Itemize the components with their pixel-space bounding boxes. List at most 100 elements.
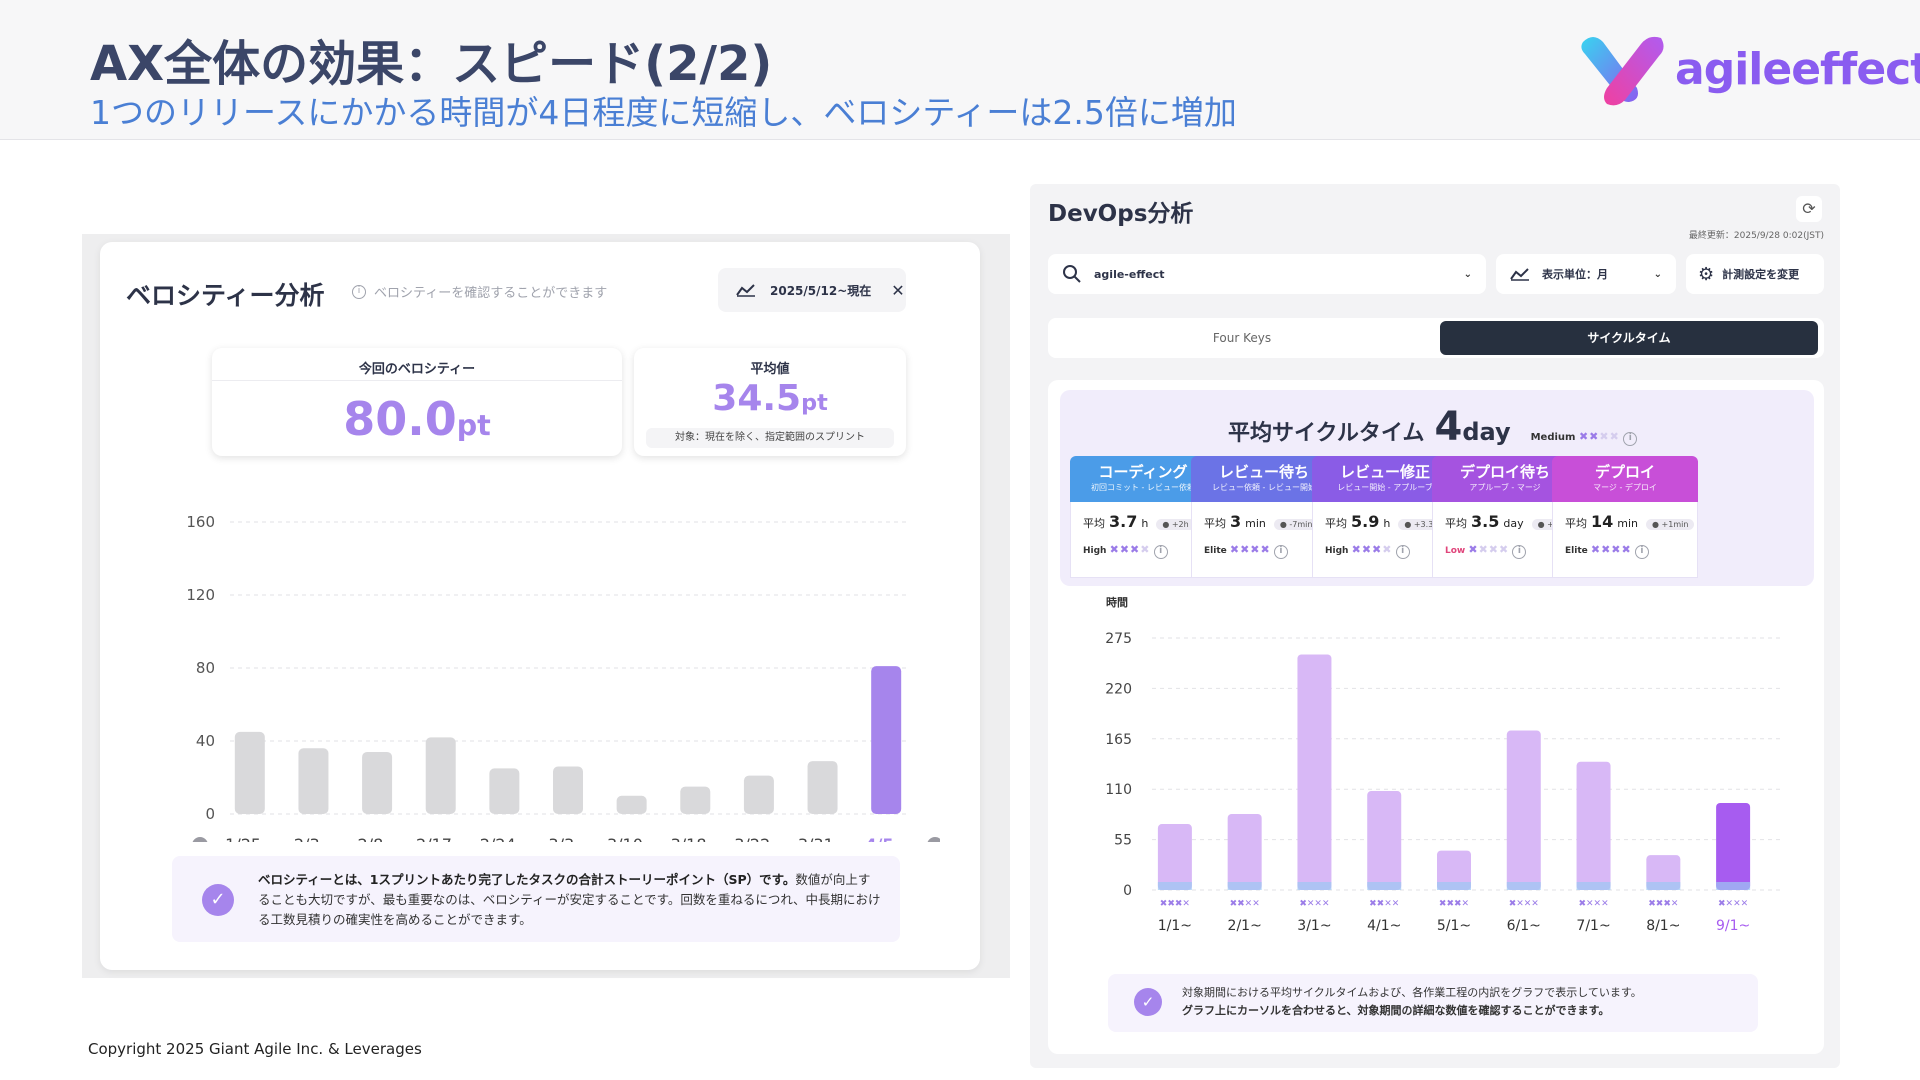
bar[interactable] bbox=[1716, 802, 1751, 890]
bar[interactable] bbox=[1367, 791, 1402, 890]
rating-stars: ✖✖✖✖ bbox=[1578, 430, 1620, 443]
display-unit-select[interactable]: 表示単位：月 ⌄ bbox=[1496, 254, 1676, 294]
bar[interactable] bbox=[1506, 730, 1541, 890]
x-tick-label: 2/8~ bbox=[358, 835, 397, 842]
y-tick-label: 40 bbox=[196, 732, 215, 750]
info-icon[interactable]: i bbox=[1512, 545, 1527, 559]
y-tick-label: 110 bbox=[1105, 782, 1132, 798]
slide-header: AX全体の効果：スピード(2/2) 1つのリリースにかかる時間が4日程度に短縮し… bbox=[0, 0, 1920, 140]
current-velocity-card: 今回のベロシティー 80.0pt bbox=[212, 348, 622, 456]
date-range-pill[interactable]: 2025/5/12~現在 ✕ bbox=[718, 268, 906, 312]
stage-delta: ● +2h bbox=[1156, 519, 1195, 530]
x-tick-label: 9/1~ bbox=[1716, 918, 1750, 934]
bar[interactable] bbox=[1646, 855, 1681, 890]
chevron-down-icon: ⌄ bbox=[1463, 268, 1472, 280]
x-tick-label: 2/3~ bbox=[294, 835, 333, 842]
devops-panel: DevOps分析 ⟳ 最終更新：2025/9/28 0:02(JST) agil… bbox=[1030, 184, 1840, 1068]
prev-arrow-icon[interactable] bbox=[192, 837, 208, 842]
info-icon[interactable]: i bbox=[1273, 545, 1288, 559]
average-velocity-note: 対象：現在を除く、指定範囲のスプリント bbox=[646, 428, 894, 448]
rating-stars: ✖✖✕✕ bbox=[1230, 899, 1260, 909]
next-arrow-icon[interactable] bbox=[927, 837, 940, 842]
y-tick-label: 0 bbox=[205, 805, 215, 823]
stage-name: デプロイ待ち bbox=[1459, 463, 1550, 481]
y-tick-label: 0 bbox=[1123, 883, 1132, 899]
stage-sub: 初回コミット - レビュー依頼 bbox=[1091, 483, 1195, 492]
bar[interactable] bbox=[1297, 654, 1332, 890]
stage-delta: ● +1min bbox=[1646, 519, 1695, 530]
rating-stars: ✖✖✕✕ bbox=[1369, 899, 1399, 909]
rating-stars: ✖✕✕✕ bbox=[1299, 899, 1329, 909]
average-velocity-label: 平均値 bbox=[750, 362, 790, 377]
info-icon[interactable]: i bbox=[352, 284, 366, 299]
bar[interactable] bbox=[425, 737, 456, 814]
refresh-icon[interactable]: ⟳ bbox=[1796, 196, 1822, 222]
tab-cycle-time[interactable]: サイクルタイム bbox=[1440, 321, 1818, 355]
stage-name: レビュー修正 bbox=[1339, 463, 1430, 481]
repository-select[interactable]: agile-effect ⌄ bbox=[1048, 254, 1486, 294]
slide-subtitle: 1つのリリースにかかる時間が4日程度に短縮し、ベロシティーは2.5倍に増加 bbox=[90, 93, 1237, 132]
settings-button[interactable]: ⚙ 計測設定を変更 bbox=[1686, 254, 1824, 294]
y-tick-label: 80 bbox=[196, 659, 215, 677]
bar[interactable] bbox=[298, 748, 329, 814]
stage-avg-label: 平均 bbox=[1445, 517, 1467, 530]
close-icon[interactable]: ✕ bbox=[891, 280, 905, 300]
y-tick-label: 55 bbox=[1114, 833, 1132, 849]
bar[interactable] bbox=[743, 775, 774, 814]
bar[interactable] bbox=[1227, 813, 1262, 890]
x-tick-label: 8/1~ bbox=[1646, 918, 1680, 934]
bar[interactable] bbox=[234, 731, 265, 814]
x-tick-label: 5/1~ bbox=[1437, 918, 1471, 934]
stage-card: デプロイ マージ - デプロイ 平均 14 min ● +1min Elite ✖✖✖✖ i bbox=[1552, 456, 1698, 578]
cycle-time-note-text: 対象期間における平均サイクルタイムおよび、各作業工程の内訳をグラフで表示していま… bbox=[1182, 986, 1642, 1017]
stage-level: High bbox=[1083, 546, 1107, 556]
bar[interactable] bbox=[616, 795, 647, 814]
x-tick-label: 3/3~ bbox=[548, 835, 587, 842]
date-range-text: 2025/5/12~現在 bbox=[770, 283, 872, 298]
stage-value: 3.5 bbox=[1471, 512, 1500, 531]
y-tick-label: 120 bbox=[186, 586, 215, 604]
logo-x-icon bbox=[1581, 36, 1664, 106]
info-icon[interactable]: i bbox=[1623, 432, 1638, 446]
current-velocity-label: 今回のベロシティー bbox=[358, 362, 476, 377]
rating-stars: ✖✕✕✕ bbox=[1509, 899, 1539, 909]
stage-avg-label: 平均 bbox=[1565, 517, 1587, 530]
bar[interactable] bbox=[807, 761, 838, 814]
average-velocity-value: 34.5pt bbox=[712, 378, 828, 419]
bar[interactable] bbox=[1157, 824, 1192, 890]
stage-unit: min bbox=[1617, 517, 1639, 530]
stage-sub: レビュー開始 - アプルーブ bbox=[1337, 483, 1433, 492]
stage-value: 14 bbox=[1591, 512, 1614, 531]
bar[interactable] bbox=[680, 786, 711, 814]
bar[interactable] bbox=[362, 751, 393, 814]
stage-sub: レビュー依頼 - レビュー開始 bbox=[1212, 483, 1316, 492]
rating-stars: ✖✖✖✖ bbox=[1229, 543, 1271, 556]
next-arrow-glyph: ▶ bbox=[931, 839, 940, 842]
bar-segment bbox=[1646, 882, 1681, 890]
x-tick-label: 2/17~ bbox=[416, 835, 465, 842]
settings-label: 計測設定を変更 bbox=[1722, 268, 1800, 281]
velocity-heading: ベロシティー分析 bbox=[126, 281, 325, 310]
bar[interactable] bbox=[1576, 761, 1611, 890]
info-icon[interactable]: i bbox=[1395, 545, 1410, 559]
tab-four-keys[interactable]: Four Keys bbox=[1212, 331, 1272, 345]
rating-stars: ✖✖✖✖ bbox=[1468, 543, 1510, 556]
bar[interactable] bbox=[553, 766, 583, 814]
info-icon[interactable]: i bbox=[1153, 545, 1168, 559]
bar-segment bbox=[1227, 882, 1262, 890]
velocity-info-text: ベロシティーを確認することができます bbox=[374, 286, 608, 301]
bar[interactable] bbox=[489, 768, 520, 814]
cycle-time-title: 平均サイクルタイム 4day Medium ✖✖✖✖ i bbox=[1228, 404, 1638, 450]
chevron-down-icon: ⌄ bbox=[1653, 268, 1662, 280]
info-icon[interactable]: i bbox=[1634, 545, 1649, 559]
x-tick-label: 3/10~ bbox=[607, 835, 656, 842]
stage-unit: day bbox=[1503, 517, 1524, 530]
stage-value: 3 bbox=[1230, 512, 1242, 531]
stage-level: Elite bbox=[1204, 546, 1227, 556]
velocity-note-text: ベロシティーとは、1スプリントあたり完了したタスクの合計ストーリーポイント（SP… bbox=[258, 872, 881, 927]
x-tick-label: 6/1~ bbox=[1507, 918, 1541, 934]
bar[interactable] bbox=[1437, 850, 1471, 890]
bar[interactable] bbox=[871, 666, 902, 814]
x-tick-label: 1/1~ bbox=[1158, 918, 1192, 934]
stage-name: レビュー待ち bbox=[1218, 463, 1309, 481]
